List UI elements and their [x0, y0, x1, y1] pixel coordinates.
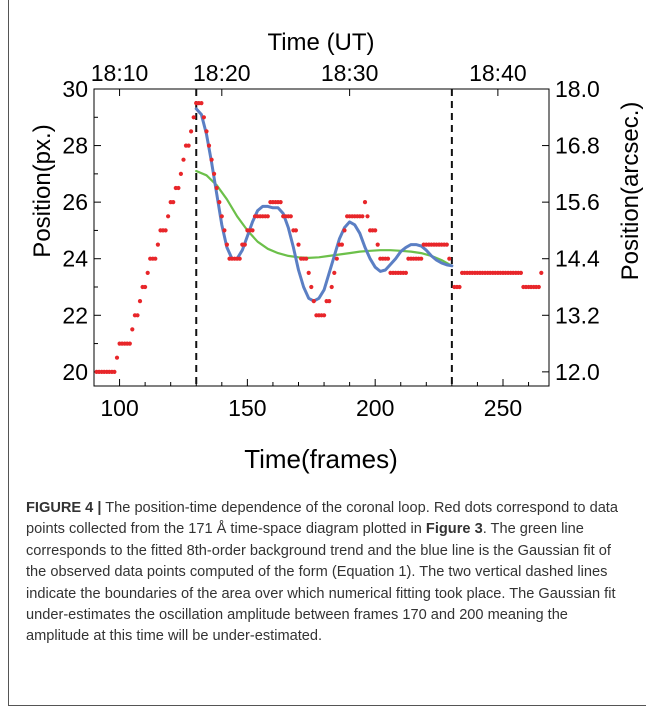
data-point	[114, 355, 120, 360]
y-tick-label: 28	[62, 133, 88, 159]
plot-frame	[93, 88, 550, 387]
data-point	[375, 242, 380, 247]
data-point	[360, 214, 365, 219]
y-tick-label: 26	[62, 189, 88, 215]
caption-figure-ref: Figure 3	[425, 521, 483, 538]
position-time-chart: Time (UT) Position(px.) Position(arcsec.…	[29, 29, 644, 474]
data-point	[362, 200, 368, 205]
x-tick-label: 250	[484, 395, 522, 421]
y-tick-label: 22	[62, 302, 88, 328]
data-point	[342, 228, 347, 233]
right-tick-label: 16.8	[555, 133, 600, 159]
x-tick-label: 100	[100, 395, 138, 421]
data-point	[334, 256, 339, 261]
data-point	[403, 270, 408, 275]
data-point	[339, 242, 344, 247]
data-point	[265, 214, 270, 219]
data-point	[311, 299, 316, 304]
data-point	[237, 256, 242, 261]
data-point	[181, 157, 186, 162]
y-tick-label: 30	[62, 76, 88, 102]
data-point	[186, 143, 191, 148]
data-point	[457, 284, 462, 290]
data-point	[309, 284, 314, 290]
data-point	[163, 228, 168, 233]
data-point	[329, 284, 334, 290]
data-point	[209, 157, 214, 162]
data-point	[293, 228, 298, 233]
data-point	[206, 143, 212, 148]
data-point	[217, 200, 222, 205]
data-point	[536, 284, 541, 290]
data-point	[322, 313, 327, 318]
data-point	[242, 242, 247, 247]
y-tick-label: 20	[62, 359, 88, 385]
data-point	[332, 270, 337, 275]
left-axis-title: Position(px.)	[29, 124, 56, 257]
data-point	[250, 228, 255, 233]
data-point	[191, 115, 196, 120]
background-trend-line	[195, 169, 453, 267]
data-point	[447, 256, 452, 261]
data-point	[214, 185, 219, 191]
data-point	[444, 242, 449, 247]
data-point	[204, 129, 209, 134]
caption-text-1: The position-time dependence of the coro…	[26, 500, 618, 538]
data-point	[296, 242, 301, 247]
data-point	[518, 270, 524, 275]
data-point	[135, 313, 140, 318]
data-point	[224, 242, 229, 247]
data-point	[219, 214, 224, 219]
data-point	[199, 101, 204, 106]
gaussian-fit-line	[194, 107, 454, 303]
data-point	[327, 299, 332, 304]
top-tick-label: 18:40	[469, 60, 527, 86]
data-point	[222, 228, 227, 233]
data-point	[130, 327, 135, 332]
data-point	[385, 256, 391, 261]
data-point	[304, 256, 309, 261]
data-point	[176, 185, 181, 191]
data-point	[539, 270, 544, 275]
caption-text-2: . The green line corresponds to the fitt…	[26, 521, 616, 645]
data-point	[166, 214, 171, 219]
bottom-axis-title: Time(frames)	[244, 444, 398, 474]
y-tick-label: 24	[62, 246, 88, 272]
data-point	[306, 270, 311, 275]
plot-area: 100 150 200 250 18:10 18:20 18:30 18:40 20 22 24 26…	[62, 60, 600, 421]
data-point	[155, 242, 160, 247]
right-tick-label: 15.6	[555, 189, 600, 215]
data-point	[373, 228, 378, 233]
top-tick-label: 18:20	[193, 60, 251, 86]
data-point	[288, 214, 293, 219]
data-point	[143, 284, 148, 290]
data-point	[127, 341, 132, 346]
figure-caption: FIGURE 4 | The position-time dependence …	[26, 498, 632, 648]
right-tick-label: 12.0	[555, 359, 600, 385]
top-tick-label: 18:30	[321, 60, 379, 86]
data-point	[201, 115, 206, 120]
right-axis-title: Position(arcsec.)	[617, 102, 644, 281]
figure-frame	[8, 0, 646, 706]
x-tick-label: 200	[356, 395, 394, 421]
top-axis-title: Time (UT)	[267, 29, 374, 56]
top-tick-label: 18:10	[91, 60, 149, 86]
caption-label: FIGURE 4 |	[26, 500, 102, 516]
data-point	[171, 200, 176, 205]
right-tick-label: 14.4	[555, 246, 600, 272]
right-tick-label: 13.2	[555, 302, 600, 328]
data-point	[189, 129, 194, 134]
data-point	[145, 270, 150, 275]
data-point	[178, 171, 183, 176]
data-point	[365, 214, 370, 219]
data-point	[153, 256, 158, 261]
right-tick-label: 18.0	[555, 76, 600, 102]
data-point	[278, 200, 283, 205]
data-point	[112, 369, 117, 374]
data-point	[419, 256, 424, 261]
x-tick-label: 150	[228, 395, 266, 421]
data-point	[212, 171, 217, 176]
data-point	[137, 299, 143, 304]
